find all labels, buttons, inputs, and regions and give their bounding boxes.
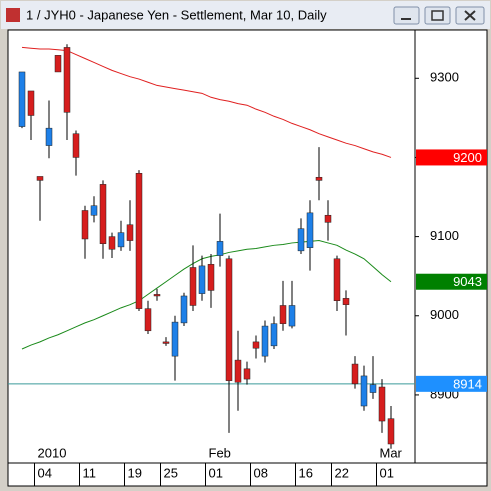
candle-body	[360, 375, 368, 407]
candle-body	[99, 184, 107, 244]
candle-body	[297, 228, 305, 252]
candle-body	[342, 298, 350, 305]
candle-body	[117, 232, 125, 248]
moving-average-line	[21, 46, 392, 158]
minimize-button[interactable]	[393, 6, 420, 25]
candle-body	[306, 212, 314, 248]
candle-body	[279, 305, 287, 324]
candle-body	[27, 90, 35, 116]
price-marker	[416, 149, 487, 166]
x-tick-label: 04	[38, 465, 52, 480]
candle-body	[189, 267, 197, 306]
x-tick-label: 22	[335, 465, 349, 480]
price-marker-label: 9200	[453, 150, 482, 165]
candle-body	[288, 305, 296, 327]
candle-body	[162, 341, 170, 344]
candle-body	[378, 386, 386, 422]
candle-body	[36, 176, 44, 181]
candle-body	[351, 363, 359, 385]
x-tick-label: 11	[83, 465, 97, 480]
maximize-glyph	[431, 10, 444, 21]
candle-body	[315, 176, 323, 181]
candle-body	[207, 264, 215, 291]
price-marker-label: 9043	[453, 274, 482, 289]
price-marker	[416, 273, 487, 290]
candle-body	[180, 295, 188, 324]
candle-body	[369, 384, 377, 393]
candle-body	[72, 133, 80, 158]
moving-average-line	[21, 240, 392, 350]
candle-body	[108, 236, 116, 250]
chart-area	[7, 29, 488, 487]
period-label: Mar	[380, 445, 403, 460]
x-tick-label: 08	[254, 465, 268, 480]
price-marker	[416, 375, 487, 392]
candle-body	[171, 321, 179, 357]
x-tick-label: 19	[128, 465, 142, 480]
candle-body	[261, 325, 269, 357]
y-tick-label: 9300	[430, 70, 459, 85]
window-title: 1 / JYH0 - Japanese Yen - Settlement, Ma…	[26, 7, 327, 22]
candle-body	[126, 224, 134, 241]
x-tick-label: 25	[164, 465, 178, 480]
candle-body	[387, 418, 395, 445]
period-label: 2010	[38, 445, 67, 460]
y-tick-label: 9100	[430, 228, 459, 243]
maximize-button[interactable]	[424, 6, 451, 25]
period-label: Feb	[209, 445, 231, 460]
candle-body	[90, 205, 98, 216]
close-glyph	[464, 10, 476, 21]
candle-body	[45, 127, 53, 146]
candle-body	[324, 214, 332, 223]
candle-body	[234, 359, 242, 383]
candle-body	[54, 55, 62, 73]
candle-body	[225, 258, 233, 381]
candle-body	[153, 294, 161, 297]
x-tick-label: 01	[209, 465, 223, 480]
candle-body	[198, 265, 206, 294]
price-marker-label: 8914	[453, 376, 482, 391]
x-tick-label: 01	[380, 465, 394, 480]
candle-body	[81, 210, 89, 240]
candle-body	[333, 258, 341, 301]
candle-body	[270, 323, 278, 347]
x-tick-label: 16	[299, 465, 313, 480]
candle-body	[252, 341, 260, 349]
candle-body	[216, 241, 224, 256]
app-icon	[6, 8, 20, 22]
candle-body	[243, 368, 251, 380]
candle-body	[135, 173, 143, 309]
y-tick-label: 9000	[430, 307, 459, 322]
candle-body	[144, 308, 152, 332]
candle-body	[18, 71, 26, 127]
candle-body	[63, 47, 71, 113]
